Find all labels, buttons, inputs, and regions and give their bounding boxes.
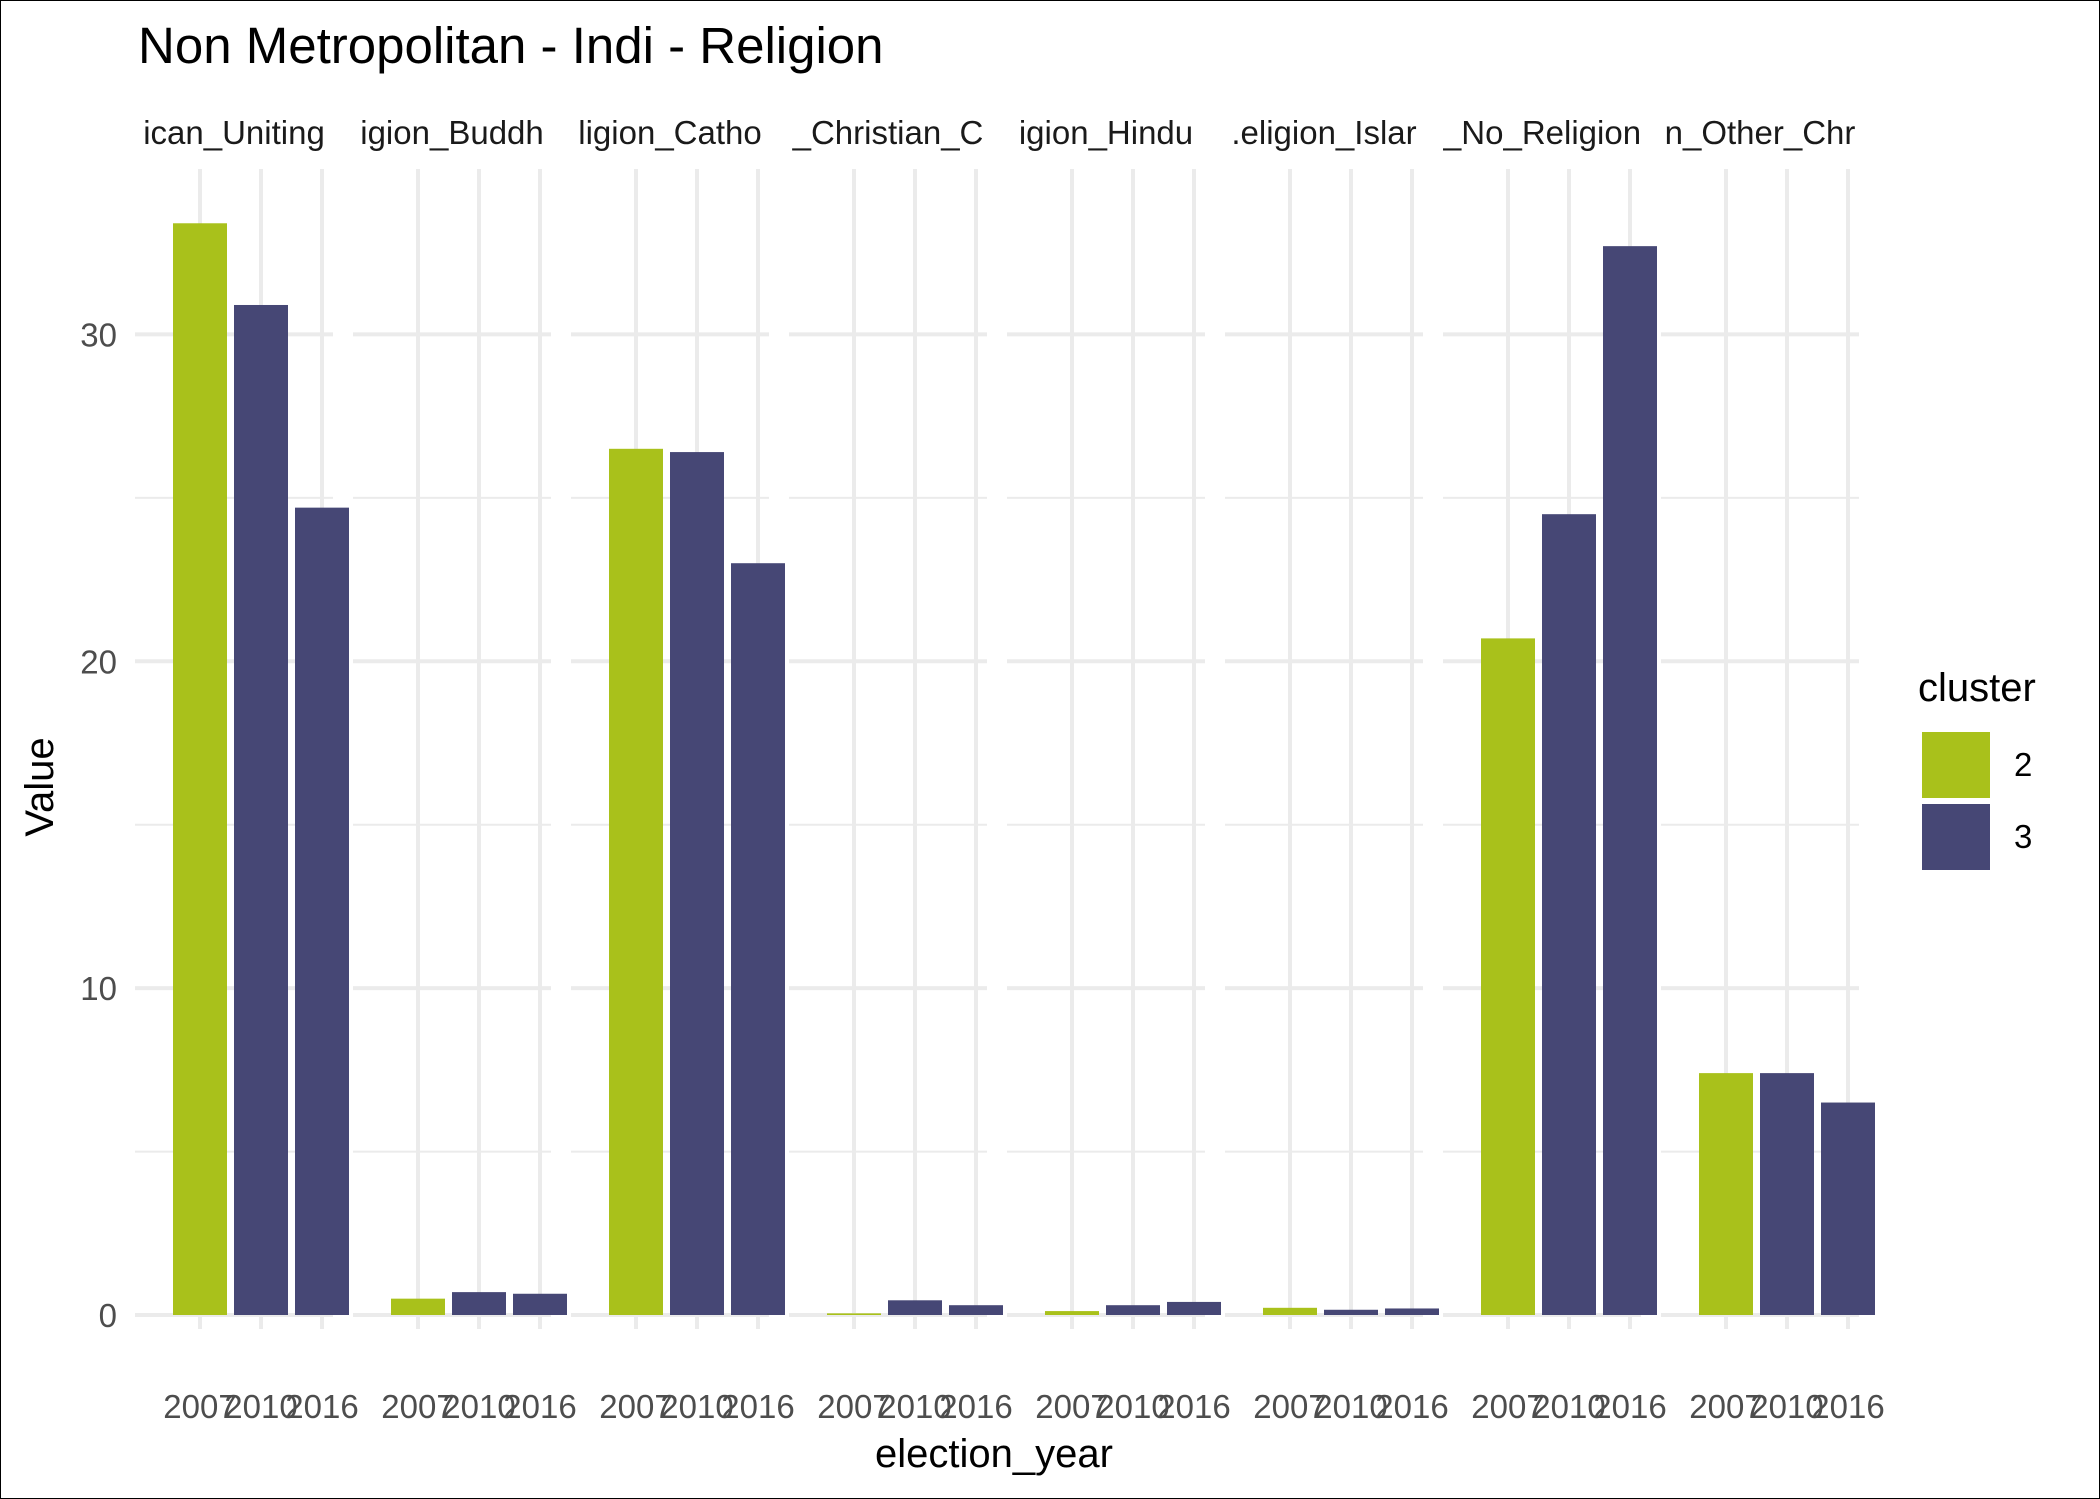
bar-2010-cluster-3 (1760, 1073, 1814, 1315)
x-tick-label: 2016 (285, 1388, 358, 1425)
bar-2010-cluster-3 (452, 1292, 506, 1315)
x-tick-label: 2016 (721, 1388, 794, 1425)
y-tick-label: 20 (80, 643, 117, 680)
legend-key-3 (1922, 804, 1990, 870)
x-tick-label: 2007 (163, 1388, 236, 1425)
bar-2016-cluster-3 (1167, 1301, 1221, 1315)
x-tick-label: 2007 (1035, 1388, 1108, 1425)
legend-title: cluster (1918, 666, 2036, 710)
bar-2007-cluster-2 (827, 1313, 881, 1315)
bar-2010-cluster-3 (234, 304, 288, 1315)
legend-key-2 (1922, 732, 1990, 798)
x-tick-label: 2007 (1689, 1388, 1762, 1425)
bar-2007-cluster-2 (1699, 1073, 1753, 1315)
bar-2010-cluster-3 (1542, 514, 1596, 1315)
x-tick-label: 2010 (1532, 1388, 1605, 1425)
x-tick-label: 2007 (817, 1388, 890, 1425)
y-tick-label: 10 (80, 970, 117, 1007)
x-tick-label: 2010 (1314, 1388, 1387, 1425)
x-axis-title: election_year (875, 1432, 1113, 1476)
x-tick-label: 2016 (503, 1388, 576, 1425)
facet-panels: ican_Uniting200720102016igion_Buddh20072… (135, 114, 1885, 1425)
bar-2016-cluster-3 (949, 1305, 1003, 1315)
bar-2010-cluster-3 (670, 452, 724, 1316)
bar-2016-cluster-3 (1821, 1102, 1875, 1315)
bar-2007-cluster-2 (391, 1298, 445, 1315)
bar-2010-cluster-3 (1106, 1305, 1160, 1315)
x-tick-label: 2016 (1811, 1388, 1884, 1425)
x-tick-label: 2016 (939, 1388, 1012, 1425)
bar-2007-cluster-2 (1045, 1311, 1099, 1315)
x-tick-label: 2016 (1593, 1388, 1666, 1425)
facet-strip-label: ican_Uniting (143, 114, 325, 151)
bar-2016-cluster-3 (513, 1293, 567, 1315)
facet-strip-label: ligion_Catho (578, 114, 761, 151)
x-tick-label: 2010 (224, 1388, 297, 1425)
x-tick-label: 2007 (1471, 1388, 1544, 1425)
x-tick-label: 2007 (599, 1388, 672, 1425)
facet-strip-label: igion_Hindu (1019, 114, 1193, 151)
x-tick-label: 2016 (1157, 1388, 1230, 1425)
x-tick-label: 2010 (1750, 1388, 1823, 1425)
bar-2016-cluster-3 (1385, 1308, 1439, 1315)
y-tick-label: 0 (99, 1297, 117, 1334)
legend-label-2: 2 (2014, 746, 2032, 783)
x-tick-label: 2007 (1253, 1388, 1326, 1425)
x-tick-label: 2010 (442, 1388, 515, 1425)
chart-title: Non Metropolitan - Indi - Religion (138, 17, 884, 74)
bar-2007-cluster-2 (1263, 1307, 1317, 1315)
y-tick-label: 30 (80, 316, 117, 353)
facet-strip-label: _No_Religion (1442, 114, 1641, 151)
bar-2007-cluster-2 (173, 223, 227, 1315)
facet-strip-label: n_Other_Chr (1665, 114, 1856, 151)
bar-2010-cluster-3 (888, 1300, 942, 1315)
x-tick-label: 2010 (660, 1388, 733, 1425)
x-tick-label: 2010 (878, 1388, 951, 1425)
y-axis-ticks: 0 10 20 30 (80, 316, 117, 1334)
bar-2007-cluster-2 (609, 448, 663, 1315)
facet-strip-label: .eligion_Islar (1231, 114, 1416, 151)
x-tick-label: 2007 (381, 1388, 454, 1425)
bar-2016-cluster-3 (295, 507, 349, 1315)
legend-label-3: 3 (2014, 818, 2032, 855)
facet-strip-label: igion_Buddh (360, 114, 544, 151)
y-axis-title: Value (18, 737, 62, 836)
bar-2010-cluster-3 (1324, 1309, 1378, 1315)
facet-strip-label: _Christian_C (792, 114, 984, 151)
bar-2016-cluster-3 (1603, 246, 1657, 1315)
x-tick-label: 2016 (1375, 1388, 1448, 1425)
bar-2016-cluster-3 (731, 563, 785, 1315)
bar-2007-cluster-2 (1481, 638, 1535, 1315)
legend: cluster 2 3 (1918, 666, 2036, 870)
x-tick-label: 2010 (1096, 1388, 1169, 1425)
